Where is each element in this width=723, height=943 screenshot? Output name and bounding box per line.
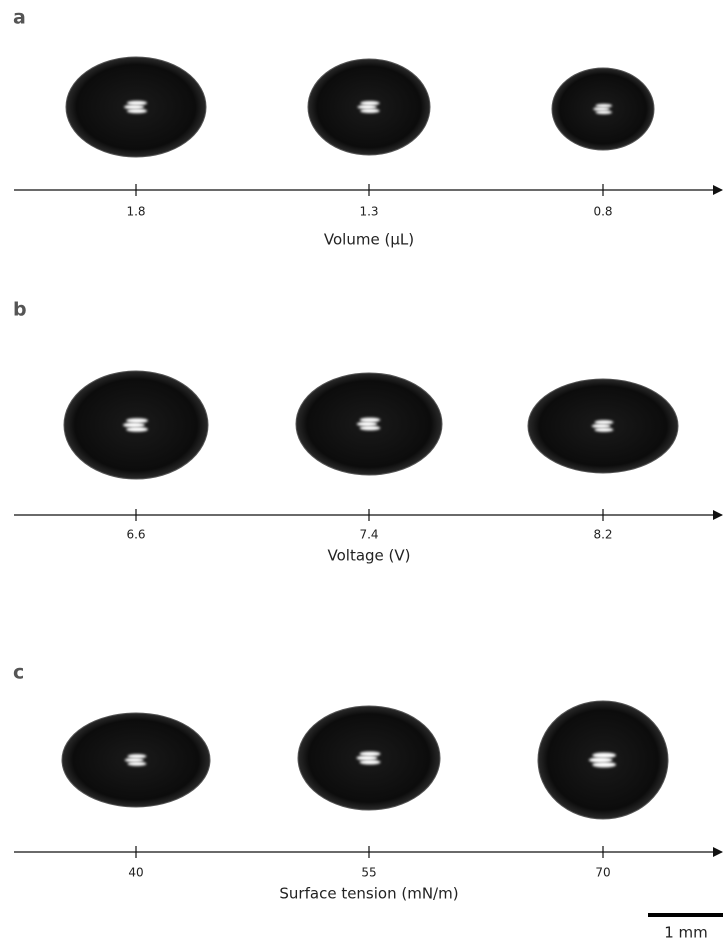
drop-image — [64, 371, 208, 479]
panel-label: b — [13, 299, 27, 321]
drop-highlight — [128, 762, 147, 766]
drop-highlight — [360, 426, 380, 431]
drop-highlight — [128, 754, 147, 758]
axis-title: Surface tension (mN/m) — [279, 885, 458, 903]
tick-label: 40 — [128, 866, 143, 880]
axis-title: Volume (μL) — [324, 231, 414, 249]
drop-highlight — [360, 760, 381, 765]
drop-highlight — [357, 105, 376, 109]
tick-label: 70 — [595, 866, 610, 880]
drop-highlight — [360, 418, 380, 423]
drop-image — [66, 57, 206, 157]
drop-highlight — [360, 109, 379, 113]
tick-label: 8.2 — [593, 528, 612, 542]
drop-highlight — [589, 757, 613, 762]
drop-highlight — [593, 107, 609, 111]
drop-highlight — [596, 110, 612, 114]
tick-label: 1.3 — [359, 205, 378, 219]
drop-highlight — [126, 427, 148, 432]
drop-highlight — [595, 428, 614, 432]
drop-highlight — [357, 422, 377, 427]
drop-highlight — [592, 753, 616, 758]
drop-highlight — [596, 104, 612, 108]
drop-highlight — [357, 756, 378, 761]
tick-label: 0.8 — [593, 205, 612, 219]
drop-highlight — [126, 418, 148, 423]
tick-label: 7.4 — [359, 528, 378, 542]
drop-image — [538, 701, 668, 819]
drop-highlight — [592, 762, 616, 767]
drop-highlight — [360, 101, 379, 105]
drop-image — [298, 706, 440, 810]
drop-highlight — [592, 424, 611, 428]
drop-highlight — [125, 758, 144, 762]
figure: 1 mm a 1.8 1.3 0.8 Volume (μL) b 6.6 7.4 8.2 Volt… — [0, 0, 723, 943]
drop-highlight — [360, 751, 381, 756]
drop-highlight — [595, 420, 614, 424]
drop-highlight — [127, 109, 147, 114]
axis-title: Voltage (V) — [328, 547, 411, 565]
drop-image — [528, 379, 678, 473]
drop-highlight — [124, 105, 144, 110]
panel-label: a — [13, 7, 26, 29]
drop-highlight — [127, 101, 147, 106]
drop-image — [296, 373, 442, 475]
scale-bar-label: 1 mm — [664, 924, 708, 942]
tick-label: 55 — [361, 866, 376, 880]
panel-label: c — [13, 662, 24, 684]
drop-image — [62, 713, 210, 807]
drop-image — [308, 59, 430, 155]
tick-label: 6.6 — [126, 528, 145, 542]
drop-highlight — [123, 423, 145, 428]
drop-image — [552, 68, 654, 150]
tick-label: 1.8 — [126, 205, 145, 219]
